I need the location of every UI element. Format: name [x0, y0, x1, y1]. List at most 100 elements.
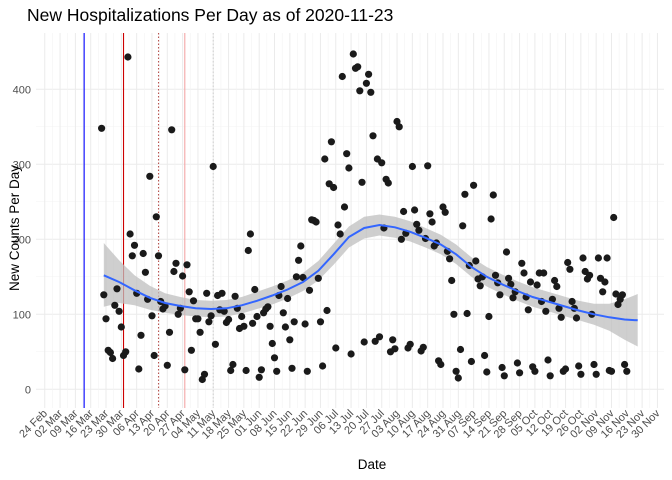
- data-point: [356, 87, 364, 95]
- data-point: [428, 218, 436, 226]
- data-point: [408, 162, 416, 171]
- data-point: [179, 272, 187, 280]
- data-point: [452, 367, 460, 375]
- data-point: [546, 372, 554, 380]
- data-point: [111, 301, 119, 309]
- data-point: [332, 344, 340, 352]
- data-point: [551, 276, 559, 285]
- data-point: [448, 276, 456, 285]
- data-point: [168, 126, 176, 134]
- data-point: [378, 159, 386, 167]
- data-point: [312, 218, 320, 226]
- data-point: [229, 360, 237, 369]
- data-point: [586, 271, 594, 279]
- data-point: [115, 307, 123, 315]
- data-point: [375, 333, 384, 341]
- y-tick-label: 400: [13, 84, 31, 96]
- confidence-band-area: [103, 214, 638, 347]
- data-point: [470, 181, 478, 189]
- data-point: [266, 322, 274, 330]
- data-point: [599, 288, 607, 296]
- data-point: [467, 357, 475, 366]
- data-point: [244, 246, 252, 255]
- data-point: [483, 368, 491, 376]
- data-point: [183, 261, 191, 269]
- y-axis-ticks: 0 100 200 300 400: [13, 84, 31, 396]
- data-point: [200, 370, 209, 378]
- data-point: [481, 351, 489, 360]
- data-point: [347, 350, 355, 358]
- data-point: [358, 178, 366, 186]
- data-point: [135, 365, 143, 373]
- data-point: [281, 323, 289, 331]
- data-point: [270, 354, 279, 362]
- data-point: [181, 366, 189, 374]
- data-point: [327, 138, 335, 146]
- data-point: [456, 345, 465, 354]
- data-point: [174, 310, 182, 318]
- data-point: [544, 356, 552, 364]
- y-tick-label: 200: [13, 234, 31, 246]
- data-point: [621, 360, 629, 369]
- data-point: [297, 242, 305, 250]
- data-point: [553, 282, 561, 291]
- data-point: [345, 164, 353, 172]
- data-point: [124, 53, 132, 61]
- data-point: [437, 360, 445, 369]
- data-point: [454, 374, 462, 382]
- data-point: [561, 365, 570, 373]
- data-point: [343, 150, 351, 158]
- data-point: [502, 248, 511, 256]
- data-point: [391, 345, 399, 353]
- data-point: [540, 269, 548, 277]
- data-point: [362, 79, 370, 87]
- data-point: [98, 124, 106, 132]
- data-point: [485, 312, 493, 321]
- data-point: [165, 328, 174, 336]
- data-point: [354, 63, 362, 71]
- y-tick-label: 300: [13, 159, 31, 171]
- data-point: [137, 331, 145, 339]
- data-point: [360, 338, 368, 346]
- data-point: [424, 162, 432, 170]
- data-point: [141, 268, 149, 276]
- data-point: [472, 257, 480, 265]
- data-point: [100, 291, 108, 299]
- data-point: [618, 291, 627, 299]
- data-point: [441, 208, 449, 216]
- data-point: [365, 70, 373, 78]
- data-point: [255, 373, 263, 381]
- data-point: [575, 362, 583, 370]
- data-point: [389, 336, 397, 344]
- data-point: [286, 336, 294, 344]
- data-point: [461, 190, 469, 198]
- data-point: [505, 274, 513, 282]
- data-point: [603, 254, 611, 262]
- data-point: [395, 123, 403, 131]
- data-point: [205, 318, 213, 326]
- data-point: [319, 362, 327, 370]
- data-point: [122, 348, 130, 356]
- data-point: [323, 306, 331, 315]
- data-point: [336, 230, 344, 238]
- data-point: [623, 367, 631, 375]
- data-point: [277, 282, 285, 291]
- data-point: [476, 282, 484, 290]
- data-point: [303, 367, 311, 375]
- data-point: [557, 313, 565, 321]
- data-point: [542, 307, 550, 315]
- data-point: [113, 285, 121, 293]
- data-point: [284, 294, 292, 303]
- data-point: [384, 179, 392, 187]
- data-point: [564, 258, 572, 267]
- data-point: [242, 366, 250, 375]
- data-point: [610, 213, 618, 222]
- data-point: [446, 255, 454, 263]
- data-point: [292, 273, 300, 281]
- data-point: [419, 343, 427, 351]
- data-point: [238, 312, 246, 321]
- data-point: [209, 162, 217, 171]
- data-point: [249, 319, 257, 327]
- data-point: [498, 363, 506, 372]
